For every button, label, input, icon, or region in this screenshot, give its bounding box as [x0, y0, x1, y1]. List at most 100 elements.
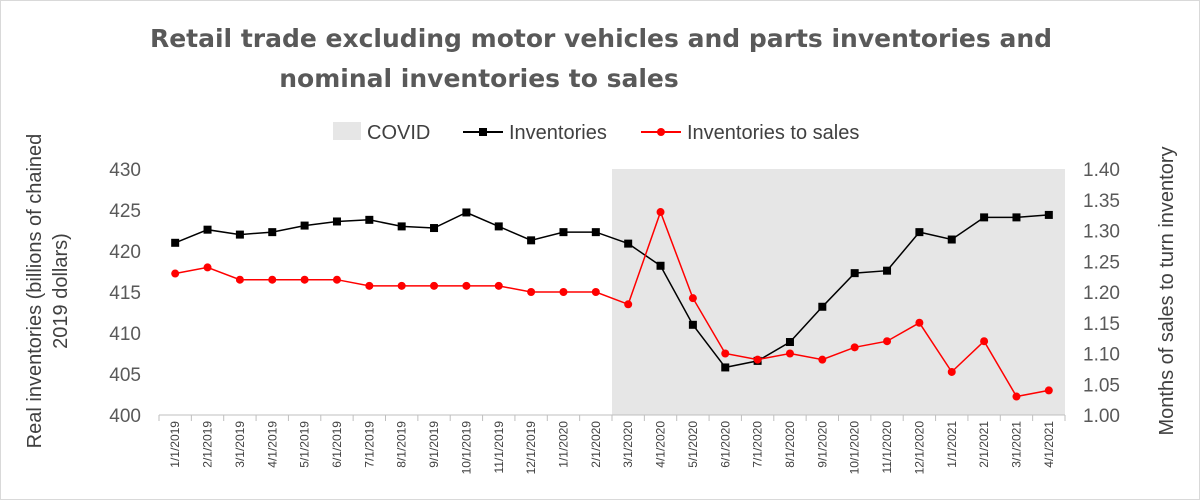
inventories-point — [365, 215, 374, 224]
inventories-to-sales-point — [397, 281, 406, 290]
right-tick-label: 1.05 — [1083, 375, 1120, 396]
x-axis-ticks: 1/1/2019 2/1/2019 3/1/2019 4/1/2019 5/1/2019… — [158, 415, 1066, 475]
inventories-to-sales-point — [332, 275, 341, 284]
inventories-point — [883, 266, 892, 275]
left-axis-ticks: 400 405 410 415 420 425 430 — [109, 160, 141, 427]
left-tick-label: 405 — [109, 365, 141, 386]
inventories-point — [300, 221, 309, 230]
inventories-point — [656, 261, 665, 270]
right-tick-label: 1.25 — [1083, 252, 1120, 273]
inventories-point — [268, 228, 277, 237]
inventories-to-sales-point — [300, 275, 309, 284]
covid-shade — [612, 169, 1065, 415]
inventories-to-sales-point — [688, 294, 697, 303]
x-tick-label: 2/1/2019 — [201, 421, 215, 468]
right-axis-title: Months of sales to turn inventory — [1156, 146, 1178, 435]
inventories-point — [430, 224, 439, 233]
inventories-to-sales-point — [785, 349, 794, 358]
right-tick-label: 1.20 — [1083, 283, 1120, 304]
inventories-point — [171, 238, 180, 247]
inventories-point — [624, 239, 633, 248]
inventories-to-sales-point — [203, 263, 212, 272]
inventories-point — [1044, 210, 1053, 219]
inventories-to-sales-point — [171, 269, 180, 278]
x-tick-label: 3/1/2021 — [1009, 421, 1023, 468]
inventories-to-sales-point — [980, 337, 989, 346]
legend-inventories-marker — [479, 128, 487, 136]
inventories-point — [818, 302, 827, 311]
x-tick-label: 10/1/2020 — [848, 421, 862, 475]
left-axis-title-line-1: Real inventories (billions of chained — [24, 134, 46, 449]
inventories-to-sales-point — [947, 367, 956, 376]
x-tick-label: 5/1/2019 — [298, 421, 312, 468]
left-tick-label: 425 — [109, 201, 141, 222]
x-tick-label: 12/1/2020 — [912, 421, 926, 475]
inventories-point — [785, 338, 794, 347]
inventories-to-sales-point — [268, 275, 277, 284]
inventories-point — [332, 217, 341, 226]
chart-title-line-1: Retail trade excluding motor vehicles an… — [150, 24, 1052, 53]
x-tick-label: 8/1/2019 — [395, 421, 409, 468]
left-tick-label: 410 — [109, 324, 141, 345]
inventories-point — [203, 225, 212, 234]
x-tick-label: 11/1/2019 — [492, 421, 506, 474]
inventories-point — [494, 222, 503, 231]
series-line-inventories — [174, 211, 1049, 369]
x-tick-label: 3/1/2020 — [621, 421, 635, 468]
x-tick-label: 6/1/2019 — [330, 421, 344, 468]
legend-inventories-label: Inventories — [509, 122, 607, 144]
left-axis-title-line-2: 2019 dollars) — [50, 233, 72, 349]
inventories-to-sales-point — [365, 281, 374, 290]
x-tick-label: 8/1/2020 — [783, 421, 797, 468]
inventories-point — [1012, 213, 1021, 222]
inventories-point — [462, 208, 471, 217]
inventories-to-sales-point — [656, 208, 665, 217]
inventories-to-sales-point — [430, 281, 439, 290]
inventories-to-sales-point — [721, 349, 730, 358]
inventories-to-sales-point — [753, 355, 762, 364]
right-tick-label: 1.35 — [1083, 191, 1120, 212]
x-tick-label: 1/1/2021 — [945, 421, 959, 468]
x-tick-label: 2/1/2021 — [977, 421, 991, 468]
inventories-to-sales-point — [883, 337, 892, 346]
inventories-to-sales-point — [850, 343, 859, 352]
x-tick-label: 10/1/2019 — [459, 421, 473, 475]
x-tick-label: 12/1/2019 — [524, 421, 538, 475]
inventories-point — [527, 236, 536, 245]
inventories-point — [591, 228, 600, 237]
x-tick-label: 1/1/2019 — [168, 421, 182, 468]
inventories-point — [688, 320, 697, 329]
right-axis-ticks: 1.00 1.05 1.10 1.15 1.20 1.25 1.30 1.35 1.40 — [1083, 160, 1120, 427]
x-tick-label: 2/1/2020 — [589, 421, 603, 468]
inventories-to-sales-point — [494, 281, 503, 290]
inventories-to-sales-point — [559, 288, 568, 296]
inventories-point — [850, 269, 859, 278]
left-tick-label: 400 — [109, 406, 141, 427]
inventories-to-sales-point — [591, 288, 600, 296]
x-tick-label: 3/1/2019 — [233, 421, 247, 468]
inventories-point — [235, 230, 244, 239]
x-tick-label: 9/1/2019 — [427, 421, 441, 468]
right-tick-label: 1.15 — [1083, 314, 1120, 335]
inventories-to-sales-point — [527, 288, 536, 296]
x-tick-label: 4/1/2019 — [265, 421, 279, 468]
legend-inventories-to-sales-label: Inventories to sales — [687, 122, 859, 144]
legend-inventories-to-sales-marker — [657, 128, 665, 136]
x-tick-label: 6/1/2020 — [718, 421, 732, 468]
x-tick-label: 7/1/2020 — [751, 421, 765, 468]
inventories-to-sales-point — [1044, 386, 1053, 395]
series-layer — [171, 208, 1053, 401]
inventories-point — [980, 213, 989, 222]
inventories-point — [915, 228, 924, 237]
x-tick-label: 5/1/2020 — [686, 421, 700, 468]
left-tick-label: 415 — [109, 283, 141, 304]
right-tick-label: 1.10 — [1083, 345, 1120, 366]
right-tick-label: 1.40 — [1083, 160, 1120, 181]
left-tick-label: 420 — [109, 242, 141, 263]
x-tick-label: 4/1/2020 — [654, 421, 668, 468]
chart-title-line-2: nominal inventories to sales — [279, 64, 679, 93]
legend-covid-label: COVID — [367, 122, 430, 144]
x-tick-label: 11/1/2020 — [880, 421, 894, 474]
